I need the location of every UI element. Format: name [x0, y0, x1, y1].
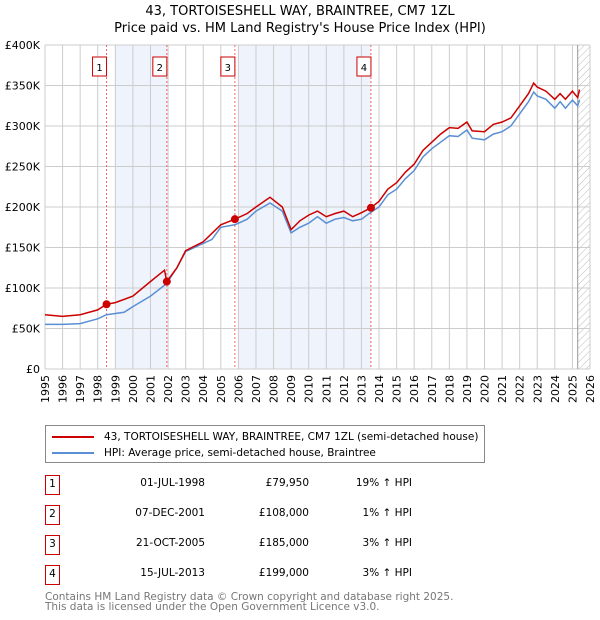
x-tick-label: 2001	[144, 375, 157, 403]
legend-item-hpi: HPI: Average price, semi-detached house,…	[52, 446, 376, 460]
x-tick-label: 1999	[109, 375, 122, 403]
x-tick-label: 1998	[92, 375, 105, 403]
y-tick-label: £200K	[5, 201, 41, 214]
sale-label-box	[356, 56, 372, 77]
x-tick-label: 2014	[373, 375, 386, 403]
x-tick-label: 1997	[74, 375, 87, 403]
x-tick-label: 2022	[514, 375, 527, 403]
sale-price: £185,000	[258, 537, 309, 549]
chart-title: 43, TORTOISESHELL WAY, BRAINTREE, CM7 1Z…	[145, 4, 455, 19]
sale-date: 07-DEC-2001	[135, 507, 205, 519]
sale-number: 1	[45, 475, 60, 495]
sale-date: 15-JUL-2013	[140, 567, 205, 579]
y-tick-label: £50K	[12, 323, 41, 336]
sale-label: 1	[96, 63, 102, 74]
y-tick-label: £0	[26, 363, 40, 376]
y-tick-label: £100K	[5, 282, 41, 295]
sale-row: 2 07-DEC-2001 £108,000 1% ↑ HPI	[45, 505, 445, 525]
x-tick-label: 2003	[180, 375, 193, 403]
x-tick-label: 2024	[549, 375, 562, 403]
sale-hpi: 19% ↑ HPI	[355, 477, 412, 489]
sale-number: 4	[45, 565, 60, 585]
legend-label: 43, TORTOISESHELL WAY, BRAINTREE, CM7 1Z…	[104, 431, 479, 443]
x-tick-label: 2018	[443, 375, 456, 403]
sale-number: 2	[45, 505, 60, 525]
x-tick-label: 2008	[268, 375, 281, 403]
sale-row: 3 21-OCT-2005 £185,000 3% ↑ HPI	[45, 535, 445, 555]
x-tick-label: 2025	[566, 375, 579, 403]
y-tick-label: £150K	[5, 242, 41, 255]
y-tick-label: £350K	[5, 80, 41, 93]
x-tick-label: 2012	[338, 375, 351, 403]
sale-number: 3	[45, 535, 60, 555]
x-tick-label: 2009	[285, 375, 298, 403]
sale-label-box	[152, 56, 168, 77]
x-tick-label: 2026	[584, 375, 597, 403]
x-tick-label: 2017	[426, 375, 439, 403]
sale-row: 4 15-JUL-2013 £199,000 3% ↑ HPI	[45, 565, 445, 585]
sale-row: 1 01-JUL-1998 £79,950 19% ↑ HPI	[45, 475, 445, 495]
sale-label-box	[220, 56, 236, 77]
x-tick-label: 2013	[355, 375, 368, 403]
x-tick-label: 2011	[320, 375, 333, 403]
x-tick-label: 2002	[162, 375, 175, 403]
sale-date: 21-OCT-2005	[136, 537, 205, 549]
x-tick-label: 2006	[232, 375, 245, 403]
x-tick-label: 2000	[127, 375, 140, 403]
x-tick-label: 2004	[197, 375, 210, 403]
sale-point	[366, 203, 375, 212]
sale-label: 2	[157, 63, 163, 74]
legend-swatch-red	[52, 436, 94, 438]
sale-label-box	[92, 56, 108, 77]
chart-subtitle: Price paid vs. HM Land Registry's House …	[114, 21, 486, 36]
footer-licence: This data is licensed under the Open Gov…	[45, 601, 380, 613]
sale-hpi: 3% ↑ HPI	[362, 567, 412, 579]
sale-point	[162, 277, 171, 286]
x-tick-label: 2019	[461, 375, 474, 403]
y-tick-label: £400K	[5, 39, 41, 52]
x-tick-label: 2015	[391, 375, 404, 403]
legend-item-property: 43, TORTOISESHELL WAY, BRAINTREE, CM7 1Z…	[52, 430, 478, 444]
y-tick-label: £250K	[5, 161, 41, 174]
x-tick-label: 2020	[479, 375, 492, 403]
x-tick-label: 1995	[39, 375, 52, 403]
y-tick-label: £300K	[5, 120, 41, 133]
x-tick-label: 2010	[303, 375, 316, 403]
sale-price: £79,950	[265, 477, 309, 489]
footer-copyright: Contains HM Land Registry data © Crown c…	[45, 591, 454, 603]
x-tick-label: 2005	[215, 375, 228, 403]
sale-label: 4	[361, 63, 367, 74]
x-tick-label: 2007	[250, 375, 263, 403]
x-tick-label: 2023	[531, 375, 544, 403]
x-tick-label: 2016	[408, 375, 421, 403]
legend-label: HPI: Average price, semi-detached house,…	[104, 447, 376, 459]
sale-price: £199,000	[258, 567, 309, 579]
legend-swatch-blue	[52, 452, 94, 454]
sale-label: 3	[225, 63, 231, 74]
sale-hpi: 3% ↑ HPI	[362, 537, 412, 549]
sale-point	[230, 215, 239, 224]
legend: 43, TORTOISESHELL WAY, BRAINTREE, CM7 1Z…	[45, 425, 485, 463]
x-tick-label: 1996	[57, 375, 70, 403]
sale-hpi: 1% ↑ HPI	[362, 507, 412, 519]
sale-date: 01-JUL-1998	[140, 477, 205, 489]
sale-price: £108,000	[258, 507, 309, 519]
plot-area: 1995 1996 1997 1998 1999 2000 2001 2002 2003 2004…	[5, 39, 597, 403]
sale-point	[102, 300, 111, 309]
x-tick-label: 2021	[496, 375, 509, 403]
